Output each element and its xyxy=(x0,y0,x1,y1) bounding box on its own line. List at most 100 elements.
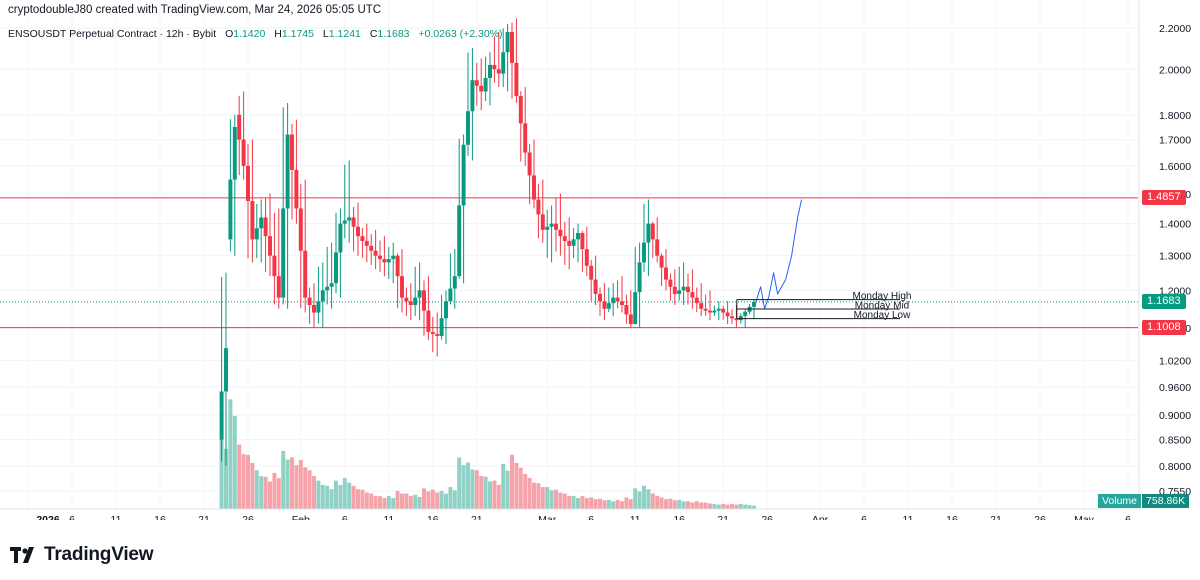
volume-bar xyxy=(712,503,717,509)
candle-body xyxy=(347,217,352,221)
volume-bar xyxy=(488,481,492,509)
volume-bar xyxy=(294,465,299,509)
candle-body xyxy=(268,236,272,256)
x-tick-label: 6 xyxy=(1125,514,1131,520)
volume-bar xyxy=(672,500,677,509)
candle-body xyxy=(430,331,435,334)
volume-bar xyxy=(219,438,224,509)
volume-bar xyxy=(593,499,598,509)
volume-bar xyxy=(642,485,646,509)
volume-bar xyxy=(514,462,519,509)
candle-body xyxy=(496,69,501,74)
high-value: 1.1745 xyxy=(281,28,314,40)
candle-body xyxy=(281,208,286,298)
volume-bar xyxy=(452,490,457,509)
y-tick-label: 0.8500 xyxy=(1159,435,1191,447)
volume-bar xyxy=(307,470,312,509)
volume-bar xyxy=(338,484,343,509)
candle-body xyxy=(633,292,638,325)
candle-body xyxy=(351,217,356,227)
volume-bar xyxy=(699,502,704,509)
volume-bar xyxy=(329,489,334,509)
candle-body xyxy=(237,114,242,140)
candle-body xyxy=(426,310,431,332)
y-tick-label: 1.8000 xyxy=(1159,110,1191,122)
candle-body xyxy=(571,239,576,246)
candle-body xyxy=(338,223,343,253)
volume-bar xyxy=(448,487,453,509)
y-tick-label: 2.2000 xyxy=(1159,23,1191,35)
x-tick-label: Mar xyxy=(538,514,557,520)
candle-body xyxy=(554,223,558,230)
volume-bar xyxy=(668,498,673,509)
volume-bar xyxy=(545,487,550,509)
monday-label-mid: Monday Mid xyxy=(855,300,909,311)
candle-body xyxy=(730,316,734,319)
volume-bar xyxy=(567,495,572,509)
candle-body xyxy=(734,318,739,321)
y-tick-label: 1.7000 xyxy=(1159,135,1191,147)
price-axis[interactable]: 0.75500.80000.85000.90000.96001.02001.10… xyxy=(1138,0,1191,510)
x-tick-label: 16 xyxy=(154,514,166,520)
candle-body xyxy=(598,293,602,302)
volume-badge[interactable]: Volume 758.86K xyxy=(1098,494,1190,508)
volume-bar xyxy=(571,496,576,509)
volume-bar xyxy=(690,502,695,509)
candle-body xyxy=(536,199,541,215)
volume-bar xyxy=(611,501,616,509)
volume-bar xyxy=(664,499,668,509)
volume-bar xyxy=(738,503,743,509)
chart-credit: cryptodoubleJ80 created with TradingView… xyxy=(8,4,382,16)
candle-body xyxy=(650,223,655,240)
candle-body xyxy=(276,276,281,298)
candle-body xyxy=(228,179,233,240)
candle-body xyxy=(540,214,545,230)
x-tick-label: 6 xyxy=(588,514,594,520)
x-tick-label: 21 xyxy=(471,514,483,520)
volume-bar xyxy=(589,497,594,509)
symbol-label[interactable]: ENSOUSDT Perpetual Contract · 12h · Bybi… xyxy=(8,28,217,40)
candle-body xyxy=(712,310,717,313)
volume-bar xyxy=(391,498,396,509)
volume-bar xyxy=(474,470,479,509)
candle-body xyxy=(417,290,422,298)
volume-bar xyxy=(320,484,325,509)
x-tick-label: 26 xyxy=(761,514,773,520)
candle-body xyxy=(320,290,325,302)
candle-body xyxy=(246,165,250,202)
volume-bar xyxy=(237,444,242,509)
volume-bar xyxy=(430,489,435,509)
volume-bar xyxy=(422,488,426,509)
volume-bar xyxy=(268,481,272,509)
candle-body xyxy=(457,205,462,277)
high-key: H xyxy=(274,28,282,40)
candle-body xyxy=(527,152,532,176)
candle-body xyxy=(298,208,303,251)
volume-bar xyxy=(404,493,409,509)
candle-body xyxy=(624,305,629,315)
candle-body xyxy=(391,255,396,260)
candle-body xyxy=(369,245,374,251)
candle-body xyxy=(642,242,646,263)
candle-body xyxy=(668,279,673,287)
x-tick-label: 16 xyxy=(673,514,685,520)
candle-body xyxy=(241,139,246,166)
candles xyxy=(219,18,756,466)
time-axis[interactable]: 2026 6 11 16 21 26 Feb 6 11 16 21 Mar 6 11 16 21 26 Apr 6 1… xyxy=(0,508,1139,520)
volume-bar xyxy=(298,459,303,509)
candle-body xyxy=(461,144,466,206)
volume-bar xyxy=(624,497,629,509)
volume-bar xyxy=(628,499,633,509)
volume-bar xyxy=(721,503,726,509)
volume-bar xyxy=(681,501,686,509)
y-tick-label: 2.0000 xyxy=(1159,64,1191,76)
volume-bar xyxy=(734,504,739,509)
volume-bar xyxy=(312,476,316,509)
volume-bar xyxy=(426,491,431,509)
candle-body xyxy=(483,77,488,92)
x-tick-label: 26 xyxy=(1034,514,1046,520)
x-tick-label: 6 xyxy=(69,514,75,520)
tradingview-logo: TradingView xyxy=(10,544,154,566)
volume-bar xyxy=(466,462,470,509)
